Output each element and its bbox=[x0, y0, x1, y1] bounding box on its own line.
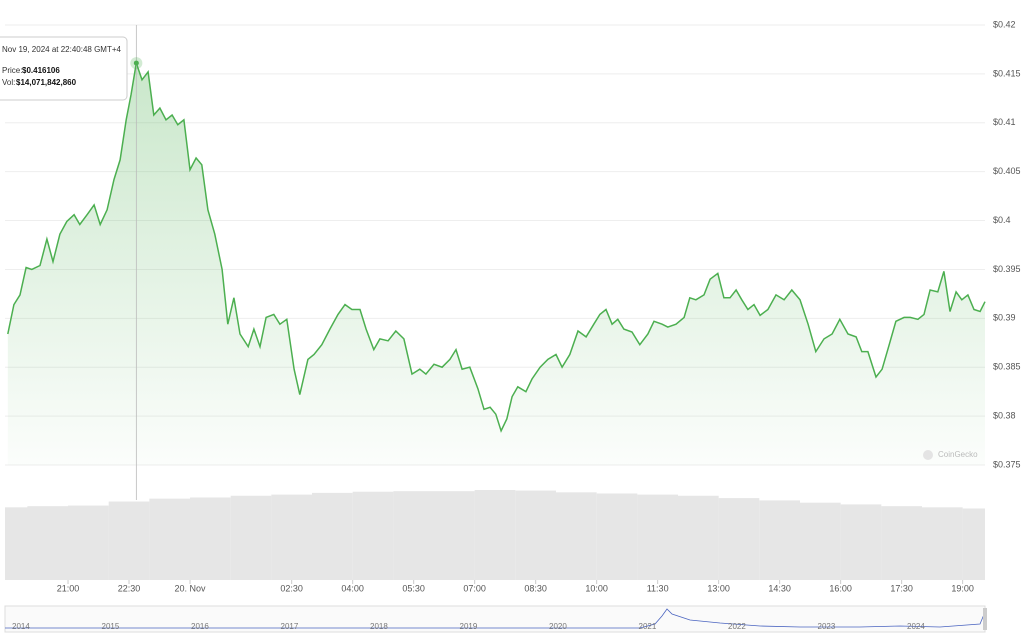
y-tick-label: $0.375 bbox=[993, 459, 1021, 469]
volume-bar bbox=[190, 497, 231, 580]
volume-bar bbox=[434, 491, 475, 580]
volume-bar bbox=[677, 495, 719, 580]
watermark: CoinGecko bbox=[938, 450, 978, 459]
volume bbox=[5, 490, 985, 580]
y-tick-label: $0.38 bbox=[993, 410, 1016, 420]
volume-bar bbox=[149, 498, 191, 580]
tooltip-box bbox=[0, 36, 128, 101]
volume-bar bbox=[637, 494, 678, 580]
volume-bar bbox=[718, 498, 760, 580]
navigator-year: 2019 bbox=[460, 622, 478, 631]
volume-bar bbox=[68, 505, 109, 580]
volume-bar bbox=[27, 506, 69, 580]
x-tick-label: 19:00 bbox=[951, 583, 974, 593]
x-tick-label: 13:00 bbox=[707, 583, 730, 593]
volume-bar bbox=[759, 500, 800, 580]
volume-bar bbox=[921, 507, 963, 580]
volume-bar bbox=[840, 504, 882, 580]
area bbox=[7, 63, 986, 465]
x-tick-label: 16:00 bbox=[829, 583, 852, 593]
navigator-years: 2014 2015 2016 2017 2018 2019 2020 2021 2022 2023… bbox=[12, 622, 925, 631]
navigator bbox=[4, 605, 987, 633]
tooltip-vol-label: Vol: bbox=[2, 78, 15, 87]
volume-bar bbox=[393, 491, 435, 580]
tooltip-date: Nov 19, 2024 at 22:40:48 GMT+4 bbox=[2, 45, 122, 54]
tooltip-price-label: Price: bbox=[2, 66, 22, 75]
y-tick-label: $0.385 bbox=[993, 362, 1021, 372]
navigator-year: 2021 bbox=[639, 622, 657, 631]
x-tick-label: 20. Nov bbox=[175, 583, 207, 593]
navigator-line bbox=[5, 608, 986, 629]
price-line bbox=[7, 62, 986, 433]
x-tick-label: 17:30 bbox=[890, 583, 913, 593]
y-tick-label: $0.39 bbox=[993, 313, 1016, 323]
navigator-year: 2018 bbox=[370, 622, 388, 631]
hover-point bbox=[133, 60, 139, 66]
y-tick-label: $0.415 bbox=[993, 68, 1021, 78]
navigator-handle[interactable] bbox=[983, 608, 987, 630]
plot bbox=[7, 25, 986, 500]
navigator-year: 2020 bbox=[549, 622, 567, 631]
navigator-year: 2023 bbox=[818, 622, 836, 631]
x-tick-label: 02:30 bbox=[280, 583, 303, 593]
y-tick-label: $0.42 bbox=[993, 19, 1016, 29]
volume-bar bbox=[555, 492, 597, 580]
x-tick-label: 14:30 bbox=[768, 583, 791, 593]
volume-bar bbox=[352, 491, 394, 580]
x-tick-label: 04:00 bbox=[341, 583, 364, 593]
volume-bar bbox=[515, 490, 556, 580]
y-tick-label: $0.405 bbox=[993, 166, 1021, 176]
volume-bar bbox=[312, 492, 353, 580]
tooltip-price: $0.416106 bbox=[22, 66, 60, 75]
x-tick-label: 22:30 bbox=[118, 583, 141, 593]
navigator-year: 2024 bbox=[907, 622, 925, 631]
volume-bar bbox=[881, 506, 922, 580]
volume-bar bbox=[230, 495, 272, 580]
volume-bar bbox=[271, 494, 313, 580]
y-tick-label: $0.395 bbox=[993, 264, 1021, 274]
navigator-year: 2015 bbox=[102, 622, 120, 631]
x-tick-label: 21:00 bbox=[57, 583, 80, 593]
volume-bar bbox=[474, 490, 516, 580]
x-tick-label: 05:30 bbox=[402, 583, 425, 593]
x-tick-label: 08:30 bbox=[524, 583, 547, 593]
volume-bar bbox=[962, 508, 985, 580]
x-tick-label: 07:00 bbox=[463, 583, 486, 593]
y-tick-label: $0.41 bbox=[993, 117, 1016, 127]
volume-bar bbox=[596, 493, 638, 580]
navigator-year: 2017 bbox=[281, 622, 299, 631]
volume-bar bbox=[799, 502, 841, 580]
y-tick-label: $0.4 bbox=[993, 215, 1011, 225]
tooltip-vol: $14,071,842,860 bbox=[16, 78, 77, 87]
volume-bar bbox=[108, 501, 150, 580]
navigator-year: 2016 bbox=[191, 622, 209, 631]
navigator-year: 2022 bbox=[728, 622, 746, 631]
navigator-year: 2014 bbox=[12, 622, 30, 631]
watermark-logo bbox=[923, 450, 933, 460]
x-tick-label: 11:30 bbox=[647, 583, 669, 593]
x-tick-label: 10:00 bbox=[585, 583, 608, 593]
tooltip: Nov 19, 2024 at 22:40:48 GMT+4 Price: $0… bbox=[0, 36, 128, 101]
